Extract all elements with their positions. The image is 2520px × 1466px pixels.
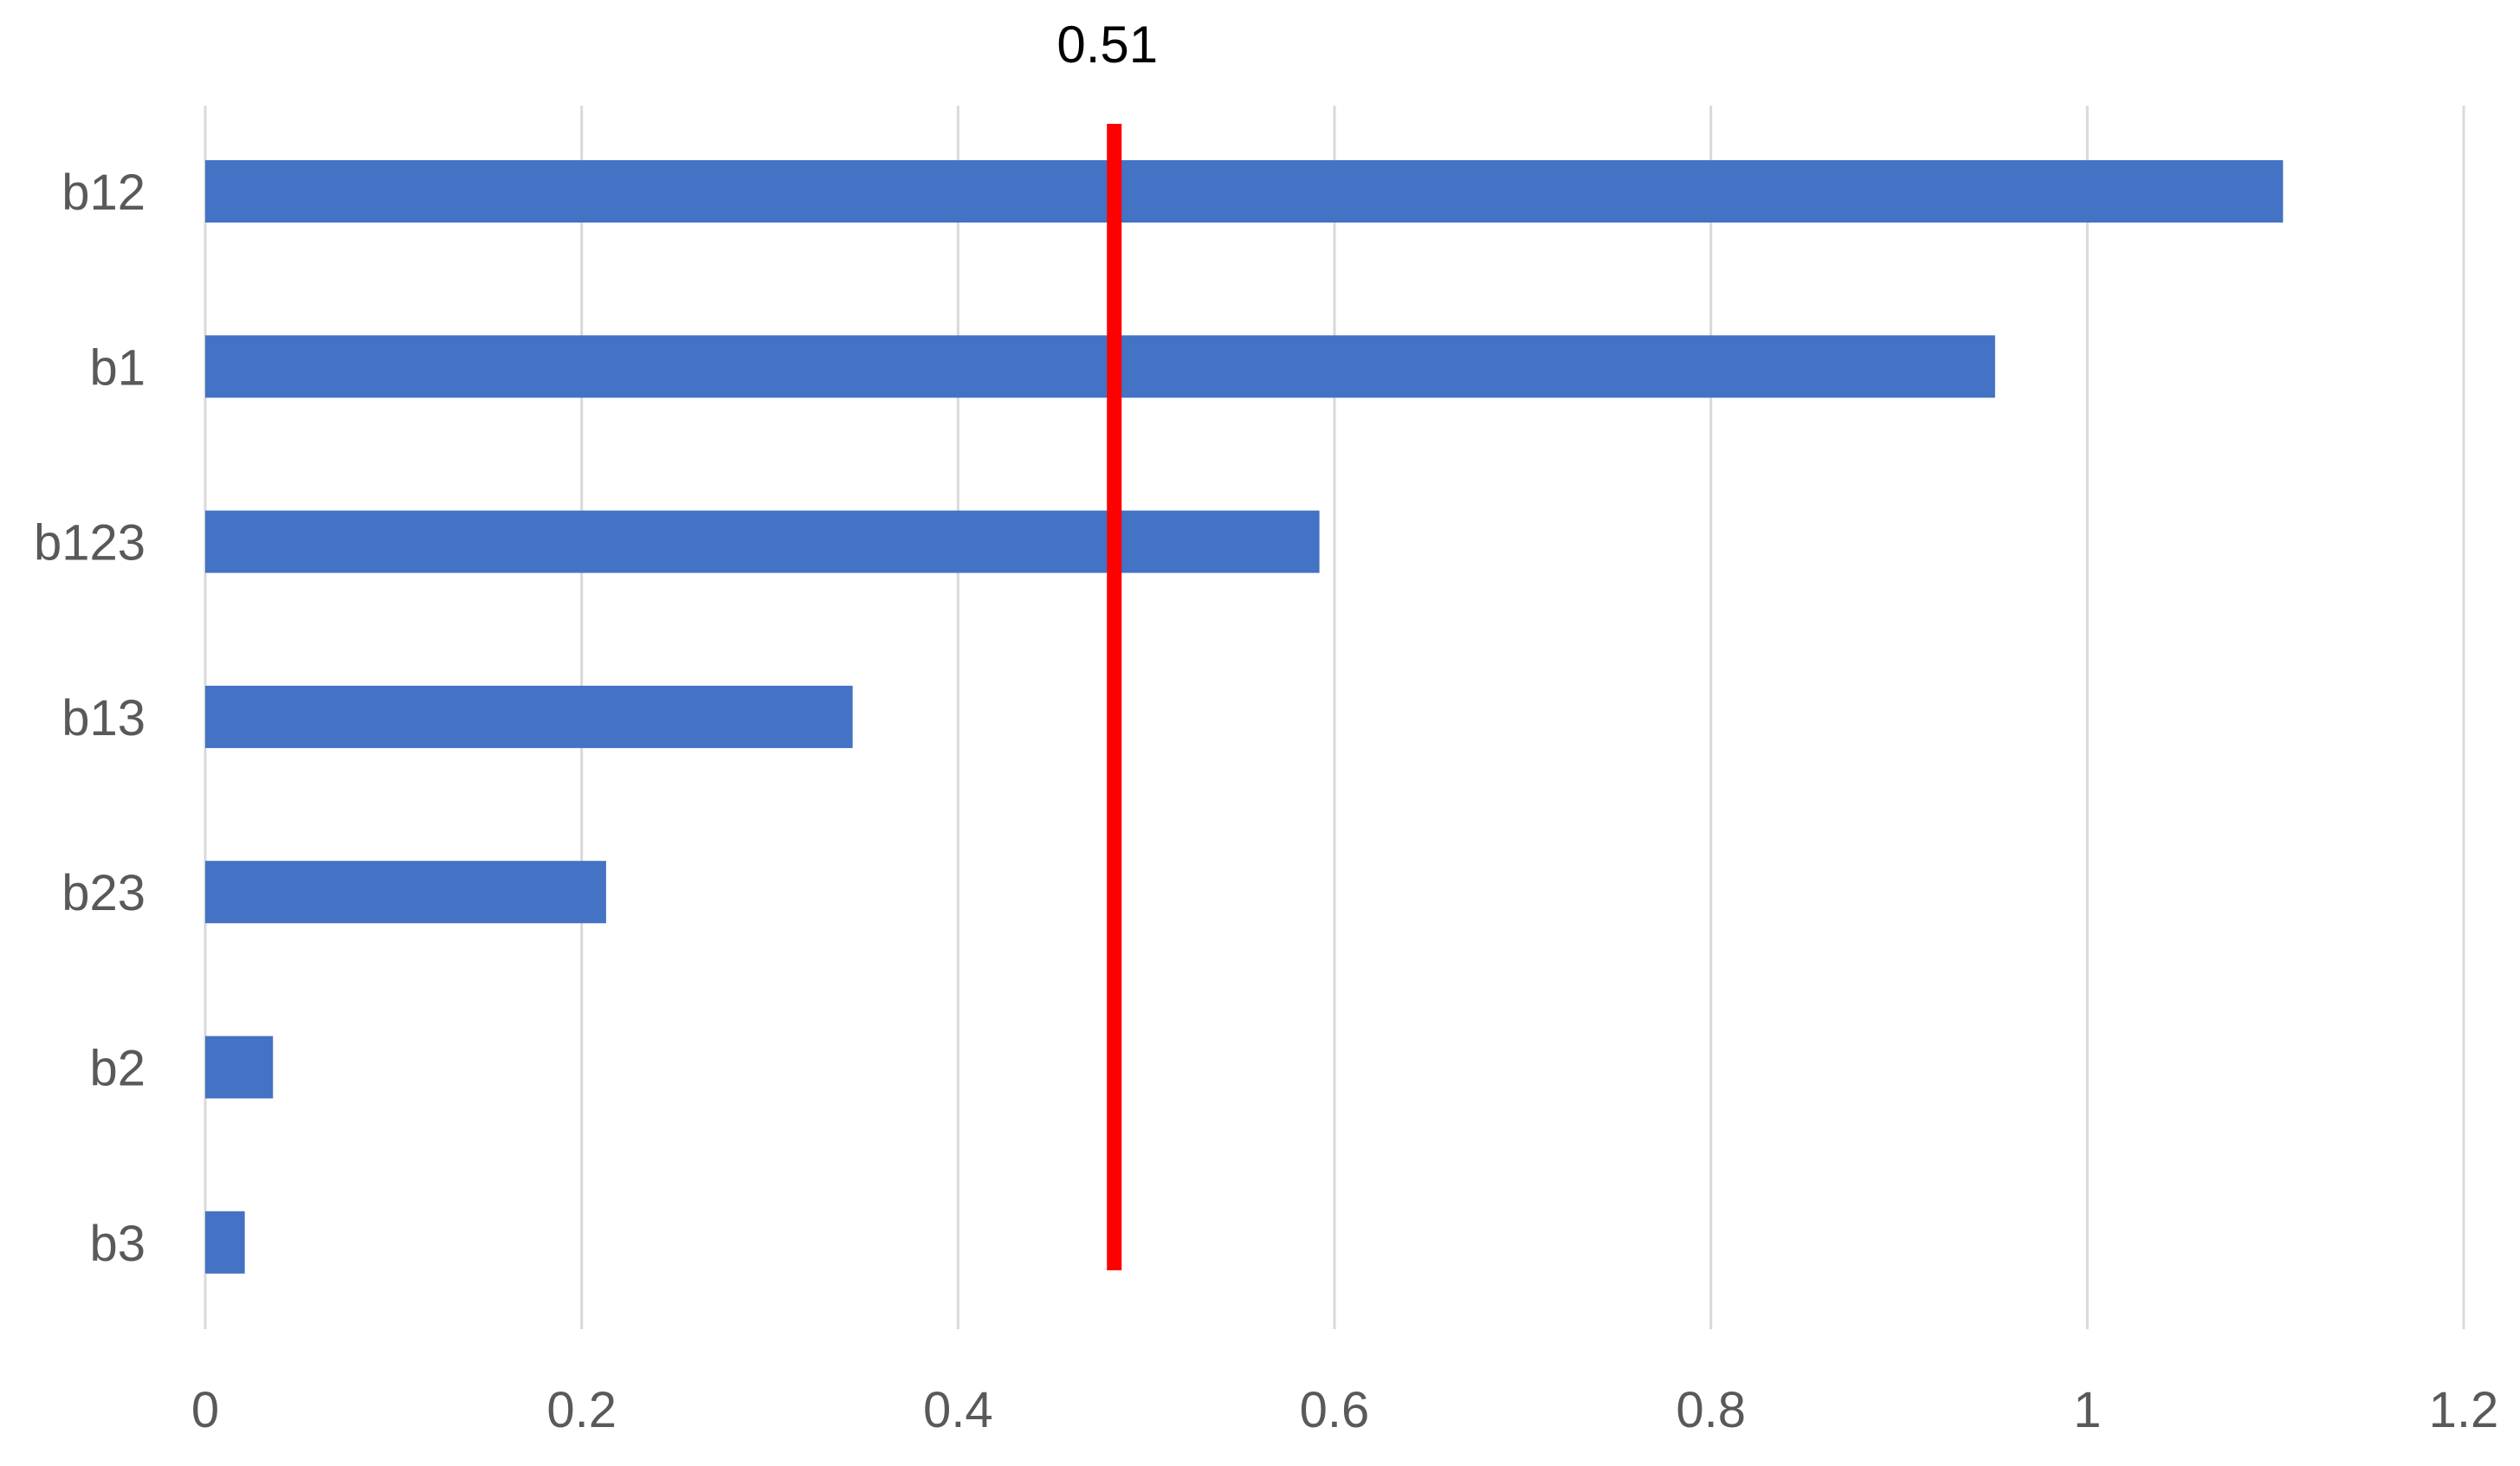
bar-b3 <box>205 1211 245 1274</box>
bar-b2 <box>205 1036 274 1099</box>
y-tick-label-b2: b2 <box>89 1041 145 1097</box>
bar-b23 <box>205 861 606 924</box>
reference-line-label: 0.51 <box>1056 16 1158 74</box>
y-tick-labels: b12 b1 b123 b13 b23 b2 b3 <box>34 165 145 1272</box>
y-tick-label-b13: b13 <box>61 690 145 746</box>
y-tick-label-b123: b123 <box>34 515 145 572</box>
x-tick-label: 0.6 <box>1300 1382 1370 1438</box>
bar-b12 <box>205 160 2284 223</box>
y-tick-label-b12: b12 <box>61 165 145 221</box>
y-tick-label-b23: b23 <box>61 865 145 921</box>
x-tick-labels: 0 0.2 0.4 0.6 0.8 1 1.2 <box>191 1382 2498 1438</box>
y-tick-label-b1: b1 <box>89 339 145 396</box>
x-tick-label: 1 <box>2073 1382 2101 1438</box>
x-tick-label: 0 <box>191 1382 219 1438</box>
bar-b123 <box>205 510 1320 573</box>
x-tick-label: 0.8 <box>1676 1382 1746 1438</box>
bars <box>205 160 2284 1274</box>
reference-line-group: 0.51 <box>1056 16 1158 1270</box>
x-tick-label: 0.2 <box>546 1382 617 1438</box>
bar-b1 <box>205 335 1995 398</box>
gridlines <box>204 106 2465 1329</box>
y-tick-label-b3: b3 <box>89 1216 145 1272</box>
bar-b13 <box>205 685 853 748</box>
x-tick-label: 0.4 <box>923 1382 993 1438</box>
x-tick-label: 1.2 <box>2429 1382 2499 1438</box>
